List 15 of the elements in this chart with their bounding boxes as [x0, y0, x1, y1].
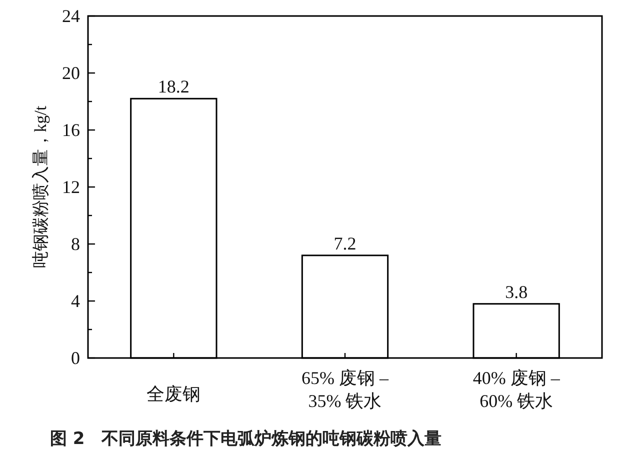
x-tick-label: 65% 废钢 – 35% 铁水: [302, 368, 390, 411]
x-tick-label: 40% 废钢 – 60% 铁水: [472, 368, 561, 411]
y-axis-title: 吨钢碳粉喷入量，kg/t: [31, 106, 50, 268]
data-label: 3.8: [505, 282, 528, 302]
data-label: 18.2: [158, 76, 190, 97]
y-tick-label: 16: [62, 120, 80, 140]
data-label: 7.2: [334, 233, 356, 254]
y-tick-label: 20: [62, 63, 80, 83]
y-tick-label: 8: [71, 234, 80, 254]
x-tick-label: 全废钢: [146, 384, 201, 404]
y-tick-label: 4: [71, 291, 80, 311]
y-tick-label: 12: [62, 177, 80, 197]
text: 图 2 不同原料条件下电弧炉炼钢的吨钢碳粉喷入量: [50, 429, 442, 449]
y-tick-label: 0: [71, 348, 80, 368]
y-tick-label: 24: [62, 6, 80, 26]
